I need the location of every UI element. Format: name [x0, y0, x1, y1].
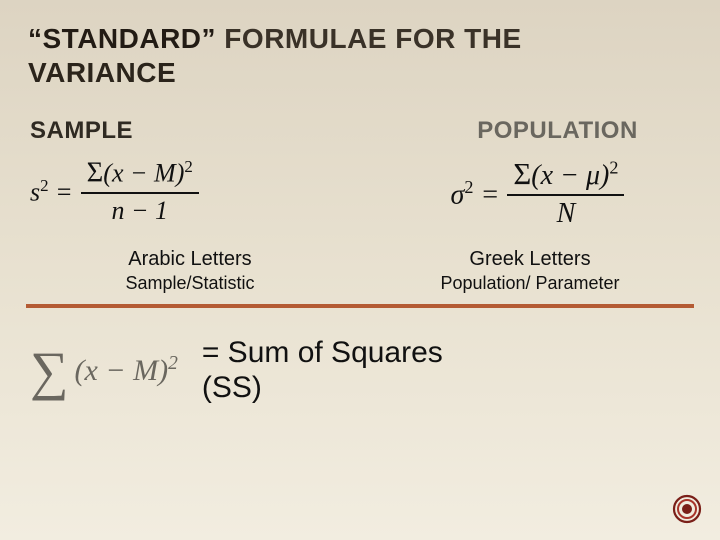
population-denominator: N	[551, 198, 582, 230]
sample-labels: Arabic Letters Sample/Statistic	[20, 248, 360, 294]
exp-2: 2	[609, 158, 618, 178]
exp-2: 2	[184, 157, 192, 176]
population-labels: Greek Letters Population/ Parameter	[360, 248, 700, 294]
exp-2: 2	[168, 353, 178, 374]
mean-m: M	[154, 159, 176, 188]
paren-open: (	[103, 159, 112, 188]
slide-title: “STANDARD” FORMULAE FOR THE VARIANCE	[0, 0, 720, 89]
sample-lhs-exp: 2	[40, 176, 48, 195]
fraction-bar	[81, 192, 199, 194]
sample-heading: SAMPLE	[30, 117, 133, 145]
minus: −	[124, 159, 155, 188]
population-fraction: Σ(x − μ)2 N	[507, 157, 624, 230]
ss-text: = Sum of Squares (SS)	[194, 336, 443, 405]
mean-mu: μ	[586, 160, 600, 191]
minus: −	[98, 354, 133, 387]
paren-open: (	[531, 160, 540, 191]
sigma-icon: Σ	[513, 157, 531, 191]
greek-letters-label: Greek Letters	[360, 248, 700, 271]
ss-formula: ∑ (x − M)2	[30, 344, 178, 398]
paren-open: (	[75, 354, 85, 387]
population-numerator: Σ(x − μ)2	[507, 157, 624, 192]
population-lhs: σ2 =	[451, 177, 500, 211]
mean-m: M	[133, 354, 158, 387]
sample-fraction: Σ(x − M)2 n − 1	[81, 157, 199, 226]
sample-lhs-var: s	[30, 177, 40, 206]
formula-columns: SAMPLE s2 = Σ(x − M)2 n − 1 POPULATION σ…	[0, 89, 720, 230]
paren-close: )	[158, 354, 168, 387]
title-quoted: “STANDARD”	[28, 23, 216, 54]
population-lhs-var: σ	[451, 179, 465, 210]
fraction-bar	[507, 194, 624, 196]
ss-text-line1: = Sum of Squares	[202, 336, 443, 369]
title-rest2: VARIANCE	[28, 57, 176, 88]
sample-formula: s2 = Σ(x − M)2 n − 1	[30, 157, 199, 226]
ss-expression: (x − M)2	[75, 353, 178, 388]
sample-lhs: s2 =	[30, 176, 73, 208]
population-heading: POPULATION	[477, 117, 638, 145]
title-rest1: FORMULAE FOR THE	[216, 23, 522, 54]
ss-text-line2: (SS)	[202, 371, 262, 404]
var-x: x	[112, 159, 124, 188]
arabic-letters-label: Arabic Letters	[20, 248, 360, 271]
var-x: x	[541, 160, 553, 191]
sigma-large-icon: ∑	[30, 344, 69, 398]
sample-statistic-label: Sample/Statistic	[20, 273, 360, 294]
population-lhs-exp: 2	[464, 177, 473, 197]
paren-close: )	[600, 160, 609, 191]
minus: −	[553, 160, 586, 191]
population-parameter-label: Population/ Parameter	[360, 273, 700, 294]
population-formula: σ2 = Σ(x − μ)2 N	[451, 157, 625, 230]
divider-wrap	[0, 294, 720, 308]
sample-numerator: Σ(x − M)2	[81, 157, 199, 190]
var-x: x	[85, 354, 98, 387]
label-row: Arabic Letters Sample/Statistic Greek Le…	[0, 230, 720, 294]
sample-column: SAMPLE s2 = Σ(x − M)2 n − 1	[20, 117, 355, 230]
sigma-icon: Σ	[87, 158, 104, 189]
sample-denominator: n − 1	[105, 196, 174, 226]
corner-badge-icon	[672, 494, 702, 524]
ss-row: ∑ (x − M)2 = Sum of Squares (SS)	[0, 308, 720, 405]
population-column: POPULATION σ2 = Σ(x − μ)2 N	[355, 117, 700, 230]
